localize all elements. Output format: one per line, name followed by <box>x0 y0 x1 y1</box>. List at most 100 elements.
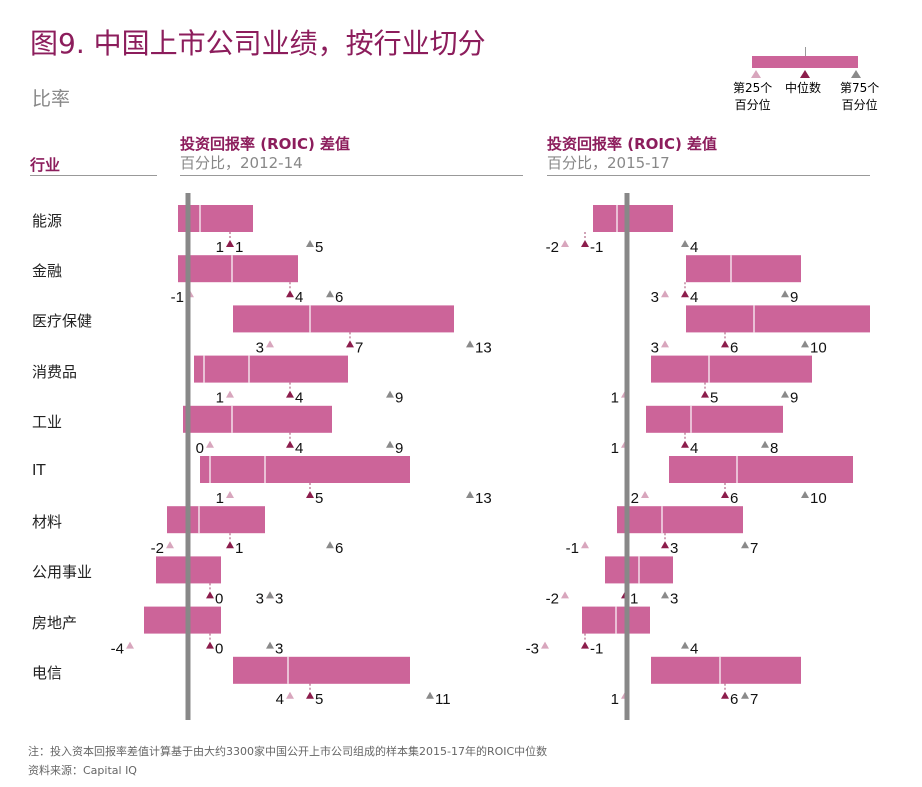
p25-label: 3 <box>256 590 264 607</box>
range-bar <box>593 205 673 232</box>
p75-label: 7 <box>750 691 758 708</box>
range-bar <box>200 456 410 483</box>
p25-label: -3 <box>526 641 539 658</box>
p75-triangle <box>741 541 749 549</box>
p75-triangle <box>801 340 809 348</box>
p75-label: 8 <box>770 440 778 457</box>
industry-label: 房地产 <box>32 613 78 632</box>
p25-triangle <box>126 641 134 649</box>
median-triangle <box>661 541 669 549</box>
range-bar <box>183 405 332 433</box>
p75-triangle <box>266 591 274 599</box>
median-triangle <box>721 491 729 498</box>
median-triangle <box>226 240 234 247</box>
p25-label: 4 <box>276 691 284 708</box>
median-label: 4 <box>690 289 698 306</box>
median-triangle <box>286 290 294 298</box>
industry-label: 电信 <box>32 663 63 682</box>
p75-triangle <box>466 491 474 498</box>
p25-triangle <box>661 290 669 298</box>
p25-triangle <box>206 440 214 448</box>
p25-label: -2 <box>546 590 559 607</box>
range-bar <box>651 656 801 684</box>
p75-triangle <box>386 440 394 448</box>
median-label: 0 <box>215 641 223 658</box>
p25-triangle <box>166 541 174 549</box>
footnote: 注：投入资本回报率差值计算基于由大约3300家中国公开上市公司组成的样本集201… <box>28 745 548 758</box>
median-triangle <box>286 440 294 448</box>
p75-label: 13 <box>475 490 492 507</box>
p75-label: 7 <box>750 540 758 557</box>
median-label: 6 <box>730 339 738 356</box>
p25-label: 1 <box>611 440 619 457</box>
legend-p75-label: 第75个 百分位 <box>840 81 880 112</box>
p25-label: 2 <box>631 490 639 507</box>
p75-triangle <box>426 691 434 699</box>
p25-triangle <box>641 491 649 498</box>
p25-triangle <box>581 541 589 549</box>
range-bar <box>686 255 801 283</box>
p25-label: 3 <box>651 289 659 306</box>
range-bar <box>669 456 853 483</box>
median-label: 1 <box>235 239 243 256</box>
reference-line <box>185 193 191 720</box>
p25-triangle <box>226 390 234 398</box>
p75-triangle <box>661 591 669 599</box>
p75-label: 11 <box>435 691 451 708</box>
industry-label: 工业 <box>32 412 63 431</box>
p75-label: 3 <box>275 641 283 658</box>
industry-header: 行业 <box>30 156 61 174</box>
range-bar <box>686 305 870 333</box>
p25-label: 3 <box>651 339 659 356</box>
median-label: 4 <box>295 440 303 457</box>
p75-label: 9 <box>395 440 403 457</box>
range-bar <box>233 656 410 684</box>
p75-label: 9 <box>790 289 798 306</box>
median-label: 4 <box>295 390 303 407</box>
median-triangle <box>206 641 214 649</box>
median-triangle <box>721 691 729 699</box>
legend-p25-label: 第25个 百分位 <box>733 81 773 112</box>
p75-label: 6 <box>335 289 343 306</box>
legend-median-triangle <box>800 70 810 78</box>
panel2-subtitle: 百分比，2015-17 <box>547 154 670 172</box>
median-triangle <box>286 390 294 398</box>
median-label: 4 <box>690 440 698 457</box>
p75-triangle <box>466 340 474 348</box>
range-bar <box>194 355 348 383</box>
p25-triangle <box>226 491 234 498</box>
median-triangle <box>306 691 314 699</box>
p25-triangle <box>286 691 294 699</box>
p75-triangle <box>781 390 789 398</box>
p25-triangle <box>541 641 549 649</box>
p75-label: 4 <box>690 239 698 256</box>
panel1-subtitle: 百分比，2012-14 <box>180 154 303 172</box>
range-bar <box>651 355 812 383</box>
median-triangle <box>701 390 709 398</box>
industry-label: 医疗保健 <box>32 312 93 331</box>
p25-label: 1 <box>216 490 224 507</box>
range-bar <box>178 255 298 283</box>
median-triangle <box>721 340 729 348</box>
p75-label: 10 <box>810 490 827 507</box>
p75-label: 10 <box>810 339 827 356</box>
p75-triangle <box>681 641 689 649</box>
panel-1: 1 1 5-1 4 63 7 131 4 90 4 91 5 13-2 1 630 3-4 0 34 5 11 <box>111 193 492 720</box>
median-triangle <box>346 340 354 348</box>
p25-label: 1 <box>216 390 224 407</box>
industry-label: 能源 <box>32 212 63 230</box>
median-triangle <box>681 290 689 298</box>
median-label: 1 <box>630 590 638 607</box>
p75-triangle <box>306 240 314 247</box>
p25-label: -1 <box>566 540 579 557</box>
p75-label: 9 <box>790 390 798 407</box>
p25-label: 1 <box>216 239 224 256</box>
p75-triangle <box>801 491 809 498</box>
source-note: 资料来源：Capital IQ <box>28 764 137 777</box>
p25-label: 3 <box>256 339 264 356</box>
range-bar <box>167 506 265 534</box>
industry-label: 金融 <box>32 262 63 281</box>
p25-label: -4 <box>111 641 124 658</box>
